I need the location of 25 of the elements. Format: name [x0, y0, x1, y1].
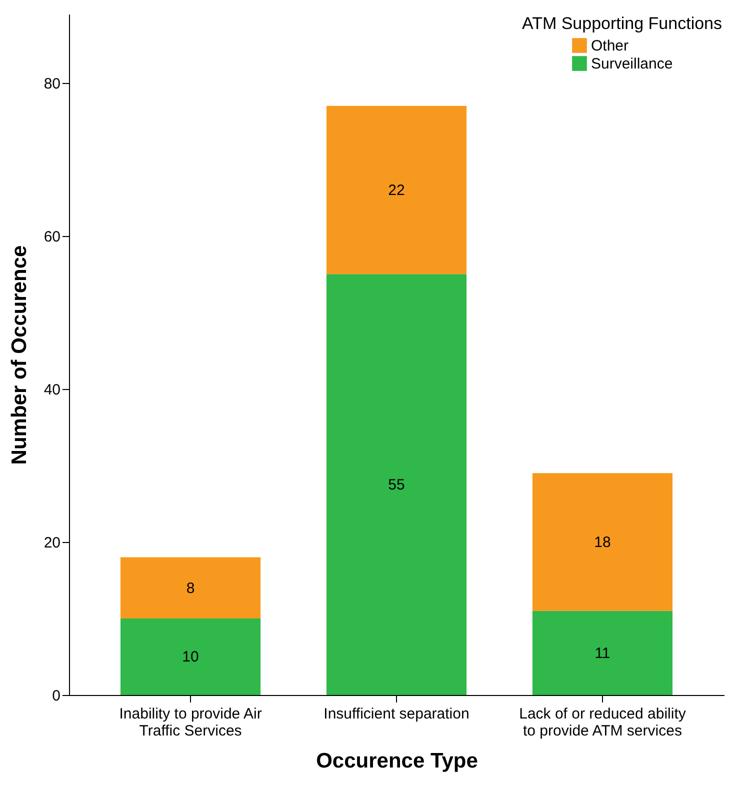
x-tick-label: Inability to provide Air Traffic Services [119, 706, 262, 740]
x-tick-label: Lack of or reduced ability to provide ATM services [519, 706, 686, 740]
data-label: 11 [594, 644, 610, 662]
legend-label: Surveillance [591, 56, 673, 72]
y-axis-title: Number of Occurence [8, 245, 31, 465]
y-tick-label: 20 [44, 534, 60, 552]
y-tick-label: 40 [44, 381, 60, 398]
data-label: 22 [388, 182, 405, 199]
y-tick-label: 0 [52, 688, 60, 704]
y-tick-label: 80 [44, 75, 60, 92]
data-label: 10 [182, 648, 199, 666]
bar [326, 106, 467, 274]
data-label: 8 [186, 580, 195, 597]
bar [120, 618, 261, 695]
x-tick-label: Insufficient separation [324, 706, 470, 722]
legend-label: Other [591, 38, 629, 54]
y-tick-label: 60 [44, 228, 60, 246]
data-label: 18 [594, 534, 611, 551]
legend-title: ATM Supporting Functions [522, 14, 722, 33]
bar [326, 274, 467, 695]
bar [120, 557, 261, 618]
bar [532, 610, 673, 695]
data-label: 55 [388, 476, 405, 494]
x-axis-title: Occurence Type [316, 750, 478, 772]
bar [532, 473, 673, 611]
